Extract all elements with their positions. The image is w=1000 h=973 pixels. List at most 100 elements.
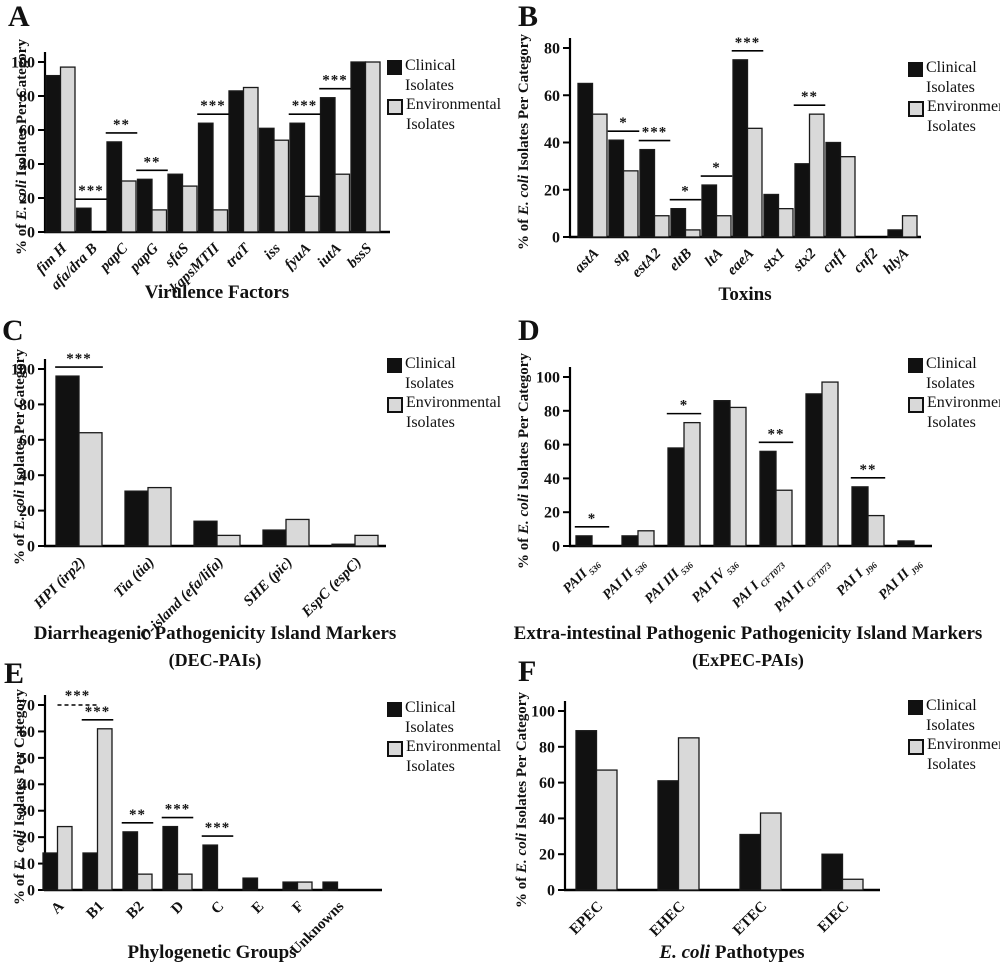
x-category-label: EPEC bbox=[567, 899, 607, 939]
legend-label-environmental: Environmental bbox=[406, 738, 502, 756]
bar-clinical bbox=[657, 780, 680, 891]
panel-b: 0 20 40 60 80 astA stp estA2 eltB ltA eaeA stx1 stx2… bbox=[500, 0, 1000, 310]
y-axis-label-italic: E. coli bbox=[516, 493, 532, 534]
y-axis-label-pre: % of bbox=[516, 533, 532, 569]
sig-stars: *** bbox=[85, 704, 111, 720]
x-category-label: ltA bbox=[702, 246, 726, 270]
y-tick-label: 80 bbox=[544, 403, 560, 420]
legend-swatch-clinical-icon bbox=[908, 700, 923, 715]
bar-environmental bbox=[775, 489, 793, 547]
bar-environmental bbox=[759, 812, 782, 891]
y-tick-label: 20 bbox=[544, 505, 560, 522]
x-category-label: astA bbox=[572, 246, 603, 277]
y-axis-label: % of E. coli Isolates Per Category bbox=[12, 672, 32, 922]
sig-stars: * bbox=[619, 115, 628, 131]
y-axis-label-italic: E. coli bbox=[12, 489, 28, 530]
bar-environmental bbox=[273, 139, 290, 233]
legend-swatch-environmental-icon bbox=[387, 741, 403, 758]
y-tick-label: 60 bbox=[19, 123, 35, 140]
chart-title-text: Diarrheagenic Pathogenicity Island Marke… bbox=[33, 623, 397, 644]
bar-environmental bbox=[147, 486, 172, 547]
bar-clinical bbox=[851, 486, 869, 547]
bar-environmental bbox=[901, 215, 918, 238]
x-category-label: EHEC bbox=[647, 899, 688, 940]
y-axis-label-post: Isolates Per Category bbox=[12, 689, 28, 830]
bar-environmental bbox=[839, 156, 856, 238]
bar-clinical bbox=[162, 825, 179, 891]
y-axis-label-pre: % of bbox=[12, 869, 28, 905]
bar-environmental bbox=[56, 825, 73, 891]
bar-clinical bbox=[670, 207, 687, 238]
chart-subtitle-c: (DEC-PAIs) bbox=[168, 650, 262, 670]
legend-label-environmental-2: Isolates bbox=[406, 757, 455, 775]
bar-clinical bbox=[794, 163, 811, 238]
bar-environmental bbox=[285, 518, 310, 547]
y-tick-label: 80 bbox=[544, 41, 560, 58]
bar-clinical bbox=[887, 229, 904, 238]
legend-label-environmental-2: Isolates bbox=[927, 413, 976, 431]
sig-stars: ** bbox=[144, 154, 161, 170]
x-category-label: cnf1 bbox=[820, 246, 851, 277]
bar-clinical bbox=[289, 122, 306, 233]
y-tick-label: 20 bbox=[19, 191, 35, 208]
panel-letter-e: E bbox=[4, 657, 25, 690]
y-axis-label: % of E. coli Isolates Per Category bbox=[516, 17, 536, 267]
y-axis-label-pre: % of bbox=[514, 872, 530, 908]
chart-title-a: Virulence Factors bbox=[145, 282, 289, 304]
bar-environmental bbox=[653, 215, 670, 238]
bar-environmental bbox=[777, 207, 794, 238]
legend-label-environmental: Environmental bbox=[406, 394, 502, 412]
y-tick-label: 0 bbox=[552, 539, 560, 556]
panel-f: 0 20 40 60 80 100 EPEC EHEC ETEC EIEC F % of E. c… bbox=[500, 655, 1000, 973]
y-tick-label: 30 bbox=[19, 803, 35, 820]
y-axis-label-post: Isolates Per Category bbox=[514, 692, 530, 833]
bar-clinical bbox=[122, 831, 139, 891]
bar-clinical bbox=[621, 535, 639, 547]
bar-clinical bbox=[202, 844, 219, 891]
legend-label-clinical-2: Isolates bbox=[926, 374, 975, 392]
bar-clinical bbox=[759, 450, 777, 547]
bar-environmental bbox=[354, 534, 379, 547]
chart-title-c: Diarrheagenic Pathogenicity Island Marke… bbox=[34, 623, 397, 645]
legend-swatch-clinical-icon bbox=[387, 702, 402, 717]
x-category-label: stx1 bbox=[759, 246, 789, 276]
y-axis-label-italic: E. coli bbox=[514, 832, 530, 873]
bar-clinical bbox=[106, 141, 123, 233]
bar-clinical bbox=[75, 207, 92, 233]
bar-clinical bbox=[262, 529, 287, 547]
y-axis-label: % of E. coli Isolates Per Category bbox=[516, 336, 536, 586]
chart-title-f: E. coli Pathotypes bbox=[659, 942, 804, 964]
legend-label-clinical-2: Isolates bbox=[405, 76, 454, 94]
legend-item-clinical: Clinical Isolates bbox=[387, 698, 501, 737]
y-axis-label-pre: % of bbox=[12, 529, 28, 565]
sig-stars: * bbox=[680, 398, 689, 414]
x-category-label: B1 bbox=[84, 899, 108, 923]
sig-stars: *** bbox=[66, 351, 92, 367]
bar-clinical bbox=[805, 393, 823, 547]
bar-clinical bbox=[55, 375, 80, 547]
y-axis-label: % of E. coli Isolates Per Category bbox=[514, 675, 534, 925]
legend-label-clinical: Clinical bbox=[405, 355, 456, 372]
x-category-label: SHE (pic) bbox=[241, 555, 296, 610]
y-axis-label-post: Isolates Per Category bbox=[516, 353, 532, 494]
bar-environmental bbox=[684, 229, 701, 238]
bar-clinical bbox=[167, 173, 184, 233]
panel-letter-d: D bbox=[518, 314, 540, 347]
y-axis-label-post: Isolates Per Category bbox=[516, 34, 532, 175]
bar-environmental bbox=[637, 530, 655, 547]
legend-label-environmental-2: Isolates bbox=[406, 115, 455, 133]
bar-clinical bbox=[242, 877, 259, 891]
sig-stars: *** bbox=[322, 73, 348, 89]
y-tick-label: 80 bbox=[539, 739, 555, 756]
bar-clinical bbox=[575, 730, 598, 891]
bar-environmental bbox=[120, 180, 137, 233]
legend-item-clinical: Clinical Isolates bbox=[387, 354, 501, 393]
x-category-label: HPI (irp2) bbox=[31, 555, 89, 613]
x-category-label: PAI III 536 bbox=[642, 555, 695, 608]
bar-environmental bbox=[96, 728, 113, 891]
bar-clinical bbox=[282, 881, 299, 891]
y-tick-label: 40 bbox=[19, 157, 35, 174]
